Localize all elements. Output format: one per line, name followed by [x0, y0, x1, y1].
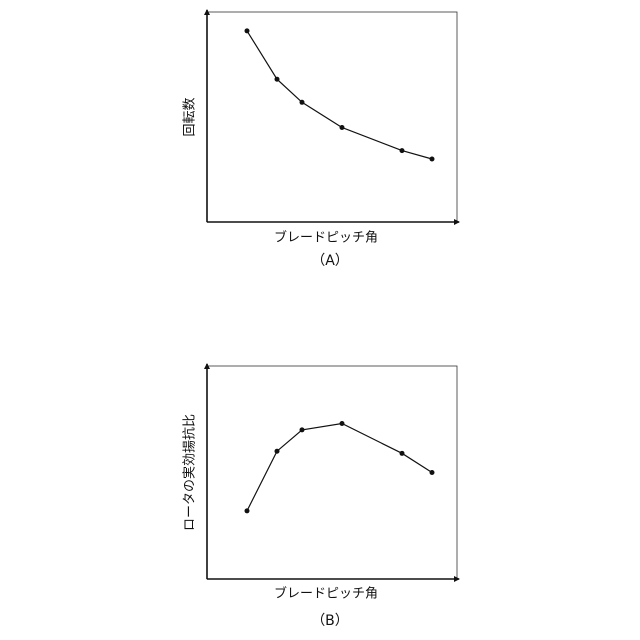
y-axis-label: ロータの実効揚抗比 — [182, 414, 198, 531]
point — [400, 451, 405, 456]
point — [275, 77, 280, 82]
plot-frame — [207, 366, 457, 579]
figure-caption: （B） — [311, 613, 349, 629]
plot-frame — [207, 12, 457, 222]
x-axis-label: ブレードピッチ角 — [274, 586, 378, 602]
point — [300, 427, 305, 432]
line — [247, 31, 432, 159]
point — [340, 421, 345, 426]
figure: ブレードピッチ角回転数（A）ブレードピッチ角ロータの実効揚抗比（B） — [0, 0, 640, 640]
point — [300, 100, 305, 105]
line — [247, 424, 432, 511]
point — [340, 125, 345, 130]
point — [275, 449, 280, 454]
point — [400, 148, 405, 153]
point — [245, 28, 250, 33]
point — [430, 157, 435, 162]
y-axis-label: 回転数 — [183, 97, 198, 136]
figure-caption: （A） — [311, 253, 349, 269]
x-axis-label: ブレードピッチ角 — [274, 230, 378, 246]
point — [430, 470, 435, 475]
point — [245, 508, 250, 513]
